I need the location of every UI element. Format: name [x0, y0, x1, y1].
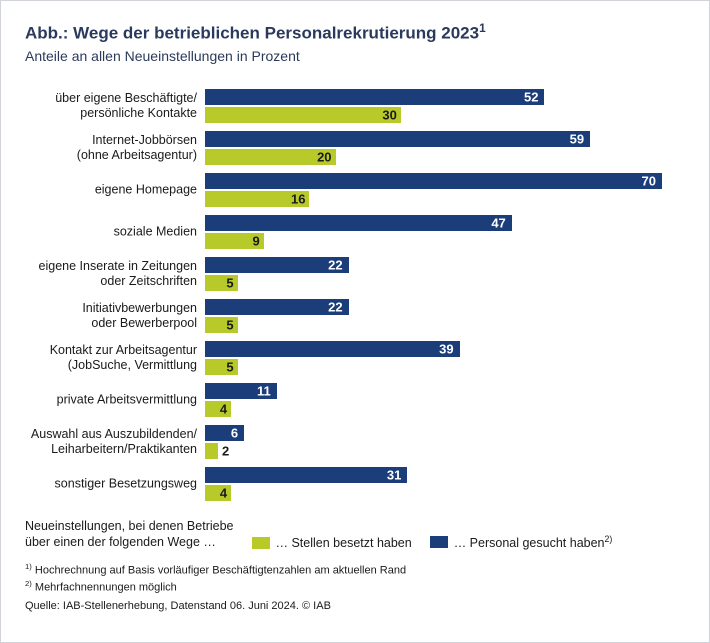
category-label: Auswahl aus Auszubildenden/ Leiharbeiter…: [25, 427, 197, 457]
value-filled: 2: [222, 443, 229, 458]
footnote-2: 2) Mehrfachnennungen möglich: [25, 579, 685, 596]
category-label: eigene Homepage: [25, 182, 197, 197]
bar-group: 22 5: [205, 296, 685, 336]
legend-swatch-searched: [430, 536, 448, 548]
source-line: Quelle: IAB-Stellenerhebung, Datenstand …: [25, 600, 685, 612]
chart-area: über eigene Beschäftigte/ persönliche Ko…: [25, 86, 685, 504]
value-searched: 59: [570, 131, 584, 146]
footnotes: 1) Hochrechnung auf Basis vorläufiger Be…: [25, 562, 685, 596]
legend-label-filled: … Stellen besetzt haben: [276, 536, 412, 550]
value-filled: 4: [220, 485, 227, 500]
legend-item-searched: … Personal gesucht haben2): [430, 534, 613, 550]
bar-searched: 6: [205, 425, 244, 441]
value-filled: 9: [253, 233, 260, 248]
bar-group: 52 30: [205, 86, 685, 126]
footnote-1: 1) Hochrechnung auf Basis vorläufiger Be…: [25, 562, 685, 579]
bar-group: 59 20: [205, 128, 685, 168]
bar-filled: 9: [205, 233, 264, 249]
bar-searched: 52: [205, 89, 544, 105]
category-label: Internet-Jobbörsen (ohne Arbeitsagentur): [25, 133, 197, 163]
bar-filled: 5: [205, 317, 238, 333]
value-filled: 30: [382, 107, 396, 122]
bar-group: 62: [205, 422, 685, 462]
value-filled: 4: [220, 401, 227, 416]
bar-filled: 30: [205, 107, 401, 123]
bar-group: 47 9: [205, 212, 685, 252]
value-searched: 52: [524, 89, 538, 104]
legend: Neueinstellungen, bei denen Betriebe übe…: [25, 518, 685, 551]
value-searched: 6: [231, 425, 238, 440]
bar-group: 70 16: [205, 170, 685, 210]
chart-row: private Arbeitsvermittlung114: [205, 380, 685, 420]
value-filled: 5: [226, 275, 233, 290]
legend-label-searched: … Personal gesucht haben2): [454, 534, 613, 550]
chart-row: Initiativbewerbungen oder Bewerberpool22…: [205, 296, 685, 336]
bar-searched: 70: [205, 173, 662, 189]
chart-row: eigene Homepage7016: [205, 170, 685, 210]
category-label: eigene Inserate in Zeitungen oder Zeitsc…: [25, 259, 197, 289]
bar-searched: 39: [205, 341, 460, 357]
bar-group: 31 4: [205, 464, 685, 504]
chart-row: über eigene Beschäftigte/ persönliche Ko…: [205, 86, 685, 126]
bar-searched: 47: [205, 215, 512, 231]
bar-group: 39 5: [205, 338, 685, 378]
legend-swatch-filled: [252, 537, 270, 549]
value-searched: 11: [257, 383, 271, 398]
category-label: sonstiger Besetzungsweg: [25, 476, 197, 491]
value-filled: 16: [291, 191, 305, 206]
bar-filled: 5: [205, 275, 238, 291]
chart-row: eigene Inserate in Zeitungen oder Zeitsc…: [205, 254, 685, 294]
value-searched: 22: [328, 257, 342, 272]
chart-row: soziale Medien479: [205, 212, 685, 252]
category-label: soziale Medien: [25, 224, 197, 239]
bar-filled: 2: [205, 443, 218, 459]
category-label: Initiativbewerbungen oder Bewerberpool: [25, 301, 197, 331]
bar-filled: 5: [205, 359, 238, 375]
bar-searched: 22: [205, 257, 349, 273]
value-filled: 20: [317, 149, 331, 164]
legend-lead: Neueinstellungen, bei denen Betriebe übe…: [25, 518, 234, 551]
value-searched: 31: [387, 467, 401, 482]
bar-searched: 31: [205, 467, 407, 483]
bar-filled: 4: [205, 485, 231, 501]
chart-row: Auswahl aus Auszubildenden/ Leiharbeiter…: [205, 422, 685, 462]
value-filled: 5: [226, 359, 233, 374]
bar-group: 11 4: [205, 380, 685, 420]
value-searched: 22: [328, 299, 342, 314]
bar-filled: 4: [205, 401, 231, 417]
value-filled: 5: [226, 317, 233, 332]
chart-row: Internet-Jobbörsen (ohne Arbeitsagentur)…: [205, 128, 685, 168]
chart-row: sonstiger Besetzungsweg314: [205, 464, 685, 504]
chart-row: Kontakt zur Arbeitsagentur (JobSuche, Ve…: [205, 338, 685, 378]
category-label: über eigene Beschäftigte/ persönliche Ko…: [25, 91, 197, 121]
value-searched: 47: [491, 215, 505, 230]
bar-group: 22 5: [205, 254, 685, 294]
value-searched: 70: [641, 173, 655, 188]
chart-subtitle: Anteile an allen Neueinstellungen in Pro…: [25, 48, 685, 64]
category-label: Kontakt zur Arbeitsagentur (JobSuche, Ve…: [25, 343, 197, 373]
chart-title: Abb.: Wege der betrieblichen Personalrek…: [25, 21, 685, 44]
legend-item-filled: … Stellen besetzt haben: [252, 536, 412, 550]
value-searched: 39: [439, 341, 453, 356]
bar-searched: 59: [205, 131, 590, 147]
bar-searched: 22: [205, 299, 349, 315]
bar-filled: 20: [205, 149, 336, 165]
category-label: private Arbeitsvermittlung: [25, 392, 197, 407]
bar-filled: 16: [205, 191, 309, 207]
bar-searched: 11: [205, 383, 277, 399]
